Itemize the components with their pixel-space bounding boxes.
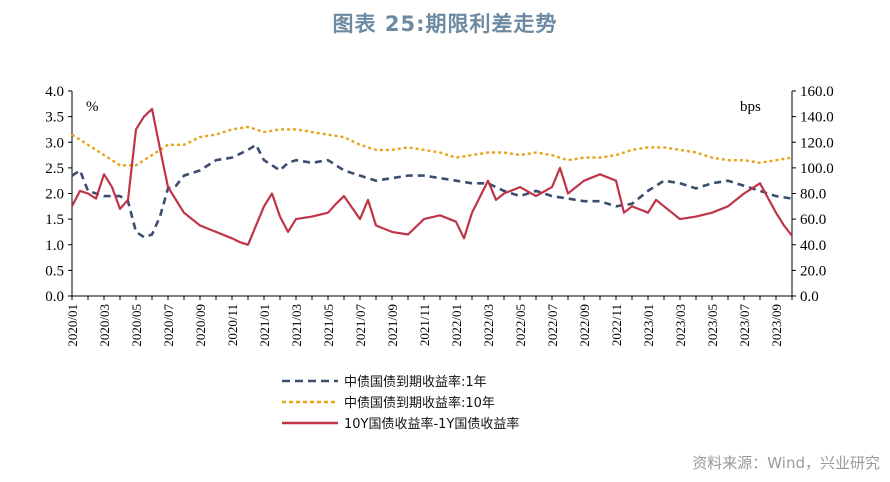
legend-label-spread: 10Y国债收益率-1Y国债收益率 — [344, 417, 520, 432]
x-tick-label: 2023/05 — [705, 304, 720, 347]
x-tick-label: 2022/11 — [609, 304, 624, 346]
left-tick-label: 1.5 — [45, 212, 64, 228]
left-tick-label: 1.0 — [45, 238, 64, 254]
left-tick-label: 0.0 — [45, 289, 64, 305]
x-tick-label: 2023/07 — [737, 304, 752, 347]
legend: 中债国债到期收益率:1年 中债国债到期收益率:10年 10Y国债收益率-1Y国债… — [282, 370, 519, 433]
legend-label-1y: 中债国债到期收益率:1年 — [344, 375, 487, 390]
x-tick-label: 2021/05 — [321, 304, 336, 347]
x-tick-label: 2021/01 — [257, 304, 272, 347]
left-unit-label: % — [86, 99, 99, 115]
line-chart: 0.0 0.5 1.0 1.5 2.0 2.5 3.0 3.5 4.0 0.0 20.0 40.0 60… — [45, 84, 834, 347]
legend-item-1y: 中债国债到期收益率:1年 — [282, 370, 519, 391]
left-tick-label: 2.0 — [45, 187, 64, 203]
x-tick-label: 2022/07 — [545, 304, 560, 347]
legend-item-10y: 中债国债到期收益率:10年 — [282, 391, 519, 412]
x-tick-label: 2020/09 — [193, 304, 208, 347]
left-tick-label: 2.5 — [45, 161, 64, 177]
right-unit-label: bps — [740, 99, 761, 115]
left-tick-label: 3.5 — [45, 110, 64, 126]
legend-label-10y: 中债国债到期收益率:10年 — [344, 396, 495, 411]
x-tick-label: 2020/05 — [129, 304, 144, 347]
x-tick-label: 2021/11 — [417, 304, 432, 346]
series-line-2 — [71, 107, 793, 246]
x-tick-label: 2023/09 — [769, 304, 784, 347]
right-tick-label: 100.0 — [800, 161, 834, 177]
x-tick-label: 2022/01 — [449, 304, 464, 347]
x-tick-label: 2023/01 — [641, 304, 656, 347]
right-tick-label: 140.0 — [800, 110, 834, 126]
right-tick-label: 20.0 — [800, 263, 826, 279]
left-tick-label: 0.5 — [45, 263, 64, 279]
x-tick-label: 2020/07 — [161, 304, 176, 347]
x-tick-label: 2020/11 — [225, 304, 240, 346]
series-line-1 — [71, 125, 793, 167]
legend-swatch-10y — [282, 400, 338, 403]
chart-axes: 0.0 0.5 1.0 1.5 2.0 2.5 3.0 3.5 4.0 0.0 20.0 40.0 60… — [45, 84, 834, 347]
chart-title: 图表 25:期限利差走势 — [332, 12, 558, 36]
legend-swatch-1y — [282, 379, 338, 382]
x-tick-label: 2023/03 — [673, 304, 688, 347]
x-tick-label: 2020/01 — [65, 304, 80, 347]
x-tick-label: 2021/03 — [289, 304, 304, 347]
right-tick-label: 0.0 — [800, 289, 819, 305]
x-tick-label: 2022/09 — [577, 304, 592, 347]
x-tick-label: 2020/03 — [97, 304, 112, 347]
right-tick-label: 60.0 — [800, 212, 826, 228]
series-layer — [71, 107, 793, 246]
legend-item-spread: 10Y国债收益率-1Y国债收益率 — [282, 412, 519, 433]
x-tick-label: 2021/09 — [385, 304, 400, 347]
right-tick-label: 80.0 — [800, 187, 826, 203]
left-tick-label: 3.0 — [45, 135, 64, 151]
right-tick-label: 160.0 — [800, 84, 834, 100]
right-tick-label: 40.0 — [800, 238, 826, 254]
x-tick-label: 2022/05 — [513, 304, 528, 347]
series-line-0 — [71, 143, 793, 239]
left-tick-label: 4.0 — [45, 84, 64, 100]
x-tick-label: 2022/03 — [481, 304, 496, 347]
source-note: 资料来源：Wind，兴业研究 — [692, 454, 880, 472]
right-tick-label: 120.0 — [800, 135, 834, 151]
legend-swatch-spread — [282, 421, 338, 424]
x-tick-label: 2021/07 — [353, 304, 368, 347]
